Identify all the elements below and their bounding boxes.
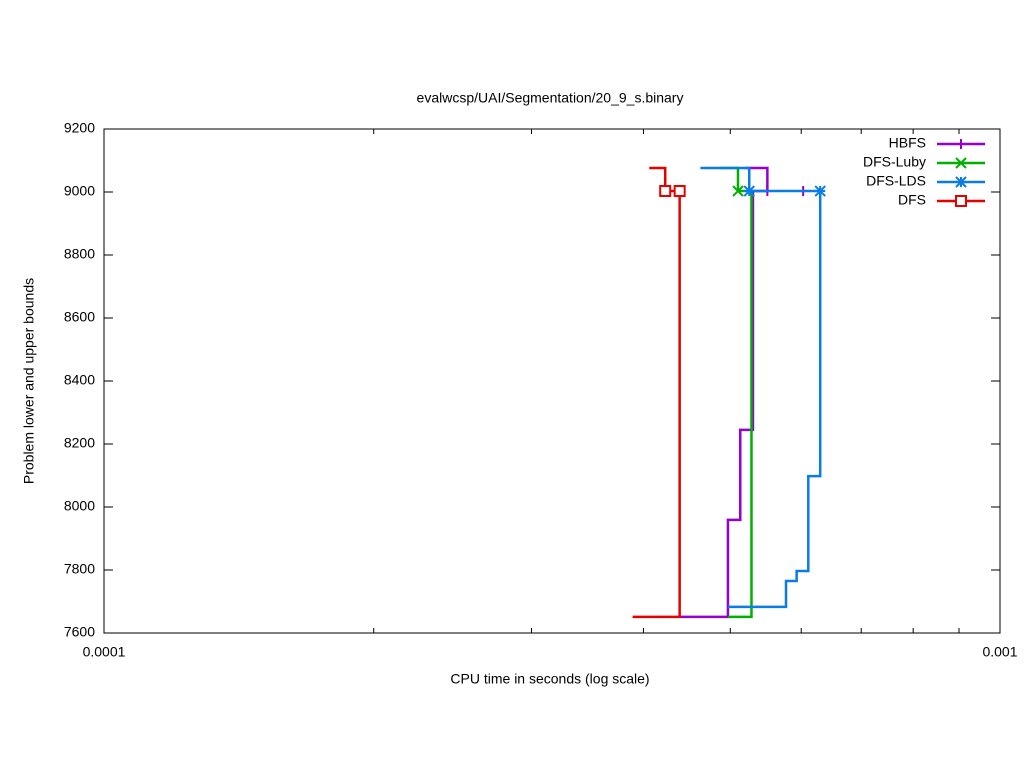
x-axis-label: CPU time in seconds (log scale): [450, 671, 649, 687]
series-line: [720, 166, 753, 619]
legend-label: DFS-LDS: [866, 173, 926, 189]
marker: [956, 139, 966, 149]
y-tick-label: 9000: [64, 183, 95, 199]
y-tick-label: 9200: [64, 120, 95, 136]
y-tick-label: 8400: [64, 372, 95, 388]
marker: [732, 185, 744, 197]
marker: [955, 195, 967, 207]
series-line: [679, 166, 769, 619]
plot-frame: [103, 128, 1001, 634]
y-tick-label: 8800: [64, 246, 95, 262]
legend-label: HBFS: [889, 135, 926, 151]
marker: [955, 157, 967, 169]
series-line: [700, 166, 822, 609]
y-tick-label: 8000: [64, 498, 95, 514]
legend-label: DFS-Luby: [863, 154, 926, 170]
y-tick-label: 7600: [64, 624, 95, 640]
series-line: [632, 166, 681, 619]
marker: [659, 185, 672, 198]
x-tick-label: 0.0001: [83, 644, 126, 660]
marker: [814, 185, 826, 197]
x-tick-label: 0.001: [982, 644, 1017, 660]
marker: [955, 176, 967, 188]
marker: [743, 185, 755, 197]
legend-label: DFS: [898, 192, 926, 208]
y-axis-label: Problem lower and upper bounds: [21, 278, 37, 484]
y-tick-label: 8200: [64, 435, 95, 451]
y-tick-label: 7800: [64, 561, 95, 577]
marker: [673, 185, 686, 198]
chart-title: evalwcsp/UAI/Segmentation/20_9_s.binary: [417, 90, 684, 106]
y-tick-label: 8600: [64, 309, 95, 325]
